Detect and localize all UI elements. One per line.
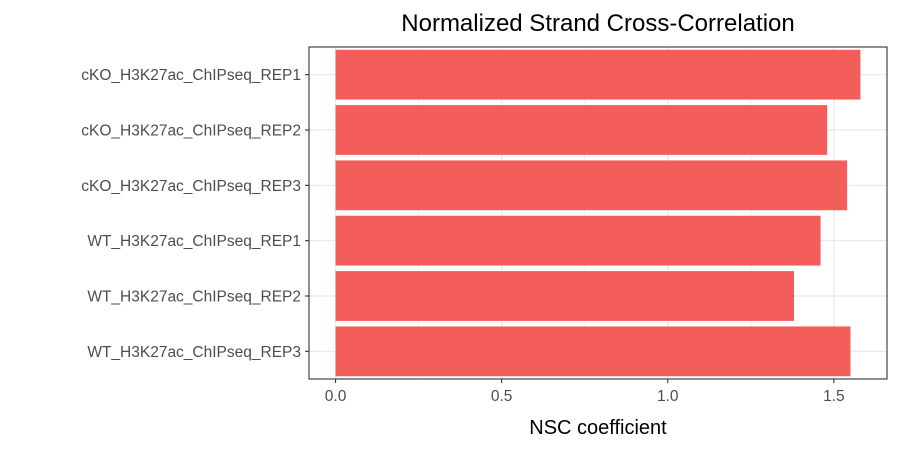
y-tick-label: WT_H3K27ac_ChIPseq_REP3 — [87, 344, 301, 361]
x-tick-label: 0.5 — [491, 388, 513, 405]
x-tick-label: 1.0 — [657, 388, 679, 405]
x-tick-label: 1.5 — [823, 388, 845, 405]
y-tick-label: WT_H3K27ac_ChIPseq_REP2 — [87, 289, 301, 306]
bar — [335, 215, 821, 266]
bar — [335, 271, 794, 321]
x-axis: 0.0 0.5 1.0 1.5 — [325, 379, 845, 405]
bar — [335, 105, 828, 155]
x-tick-label: 0.0 — [325, 388, 347, 405]
y-tick-label: cKO_H3K27ac_ChIPseq_REP2 — [81, 123, 301, 140]
bar — [335, 160, 848, 211]
x-axis-title: NSC coefficient — [529, 417, 667, 439]
panel-border — [308, 46, 888, 380]
bars — [335, 49, 861, 377]
chart-title: Normalized Strand Cross-Correlation — [401, 10, 794, 37]
y-tick-label: cKO_H3K27ac_ChIPseq_REP1 — [81, 67, 301, 84]
bar — [335, 49, 861, 100]
bar — [335, 326, 851, 377]
y-tick-label: WT_H3K27ac_ChIPseq_REP1 — [87, 233, 301, 250]
y-axis: cKO_H3K27ac_ChIPseq_REP1 cKO_H3K27ac_ChIP… — [81, 67, 309, 361]
y-tick-label: cKO_H3K27ac_ChIPseq_REP3 — [81, 178, 301, 195]
